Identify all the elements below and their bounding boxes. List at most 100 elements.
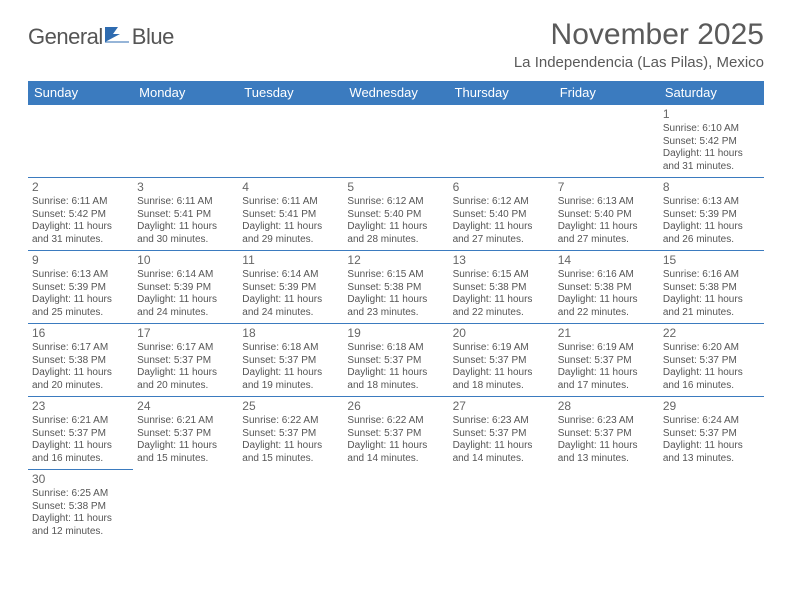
sunrise-line: Sunrise: 6:14 AM: [137, 269, 234, 282]
day-number: 4: [242, 180, 339, 195]
day-number: 29: [663, 399, 760, 414]
sunrise-line: Sunrise: 6:13 AM: [663, 196, 760, 209]
calendar-cell: 25Sunrise: 6:22 AMSunset: 5:37 PMDayligh…: [238, 397, 343, 470]
calendar-cell: 29Sunrise: 6:24 AMSunset: 5:37 PMDayligh…: [659, 397, 764, 470]
daylight-line: Daylight: 11 hours and 22 minutes.: [453, 294, 550, 319]
day-number: 15: [663, 253, 760, 268]
day-number: 25: [242, 399, 339, 414]
weekday-header: Friday: [554, 81, 659, 105]
day-number: 18: [242, 326, 339, 341]
daylight-line: Daylight: 11 hours and 13 minutes.: [558, 440, 655, 465]
day-number: 12: [347, 253, 444, 268]
calendar-cell: 1Sunrise: 6:10 AMSunset: 5:42 PMDaylight…: [659, 105, 764, 178]
daylight-line: Daylight: 11 hours and 12 minutes.: [32, 513, 129, 538]
daylight-line: Daylight: 11 hours and 18 minutes.: [453, 367, 550, 392]
logo: General Blue: [28, 24, 174, 50]
header: General Blue November 2025 La Independen…: [28, 18, 764, 71]
month-title: November 2025: [514, 18, 764, 52]
day-number: 13: [453, 253, 550, 268]
daylight-line: Daylight: 11 hours and 31 minutes.: [663, 148, 760, 173]
calendar-cell: 20Sunrise: 6:19 AMSunset: 5:37 PMDayligh…: [449, 324, 554, 397]
calendar-cell: 7Sunrise: 6:13 AMSunset: 5:40 PMDaylight…: [554, 178, 659, 251]
daylight-line: Daylight: 11 hours and 24 minutes.: [242, 294, 339, 319]
day-number: 23: [32, 399, 129, 414]
daylight-line: Daylight: 11 hours and 18 minutes.: [347, 367, 444, 392]
day-number: 3: [137, 180, 234, 195]
sunset-line: Sunset: 5:38 PM: [453, 282, 550, 295]
sunset-line: Sunset: 5:39 PM: [137, 282, 234, 295]
day-number: 17: [137, 326, 234, 341]
weekday-header: Saturday: [659, 81, 764, 105]
calendar-cell: 24Sunrise: 6:21 AMSunset: 5:37 PMDayligh…: [133, 397, 238, 470]
calendar-cell: 23Sunrise: 6:21 AMSunset: 5:37 PMDayligh…: [28, 397, 133, 470]
day-number: 11: [242, 253, 339, 268]
sunrise-line: Sunrise: 6:11 AM: [32, 196, 129, 209]
calendar-cell: 10Sunrise: 6:14 AMSunset: 5:39 PMDayligh…: [133, 251, 238, 324]
daylight-line: Daylight: 11 hours and 19 minutes.: [242, 367, 339, 392]
location: La Independencia (Las Pilas), Mexico: [514, 54, 764, 71]
sunrise-line: Sunrise: 6:23 AM: [558, 415, 655, 428]
calendar-cell: 4Sunrise: 6:11 AMSunset: 5:41 PMDaylight…: [238, 178, 343, 251]
sunset-line: Sunset: 5:38 PM: [347, 282, 444, 295]
calendar-cell: 21Sunrise: 6:19 AMSunset: 5:37 PMDayligh…: [554, 324, 659, 397]
daylight-line: Daylight: 11 hours and 26 minutes.: [663, 221, 760, 246]
calendar-week-row: 30Sunrise: 6:25 AMSunset: 5:38 PMDayligh…: [28, 470, 764, 543]
sunrise-line: Sunrise: 6:16 AM: [663, 269, 760, 282]
sunrise-line: Sunrise: 6:17 AM: [137, 342, 234, 355]
weekday-header-row: Sunday Monday Tuesday Wednesday Thursday…: [28, 81, 764, 105]
day-number: 6: [453, 180, 550, 195]
sunset-line: Sunset: 5:37 PM: [137, 355, 234, 368]
calendar-cell: 9Sunrise: 6:13 AMSunset: 5:39 PMDaylight…: [28, 251, 133, 324]
day-number: 22: [663, 326, 760, 341]
calendar-cell: 15Sunrise: 6:16 AMSunset: 5:38 PMDayligh…: [659, 251, 764, 324]
sunset-line: Sunset: 5:40 PM: [453, 209, 550, 222]
sunset-line: Sunset: 5:37 PM: [663, 355, 760, 368]
calendar-cell: [659, 470, 764, 543]
daylight-line: Daylight: 11 hours and 21 minutes.: [663, 294, 760, 319]
day-number: 7: [558, 180, 655, 195]
sunrise-line: Sunrise: 6:22 AM: [242, 415, 339, 428]
sunset-line: Sunset: 5:37 PM: [242, 428, 339, 441]
calendar-cell: 19Sunrise: 6:18 AMSunset: 5:37 PMDayligh…: [343, 324, 448, 397]
sunset-line: Sunset: 5:38 PM: [663, 282, 760, 295]
sunset-line: Sunset: 5:37 PM: [663, 428, 760, 441]
sunrise-line: Sunrise: 6:23 AM: [453, 415, 550, 428]
sunrise-line: Sunrise: 6:13 AM: [32, 269, 129, 282]
weekday-header: Wednesday: [343, 81, 448, 105]
calendar-cell: [343, 470, 448, 543]
sunrise-line: Sunrise: 6:19 AM: [558, 342, 655, 355]
calendar-cell: 12Sunrise: 6:15 AMSunset: 5:38 PMDayligh…: [343, 251, 448, 324]
calendar-cell: [449, 470, 554, 543]
weekday-header: Thursday: [449, 81, 554, 105]
daylight-line: Daylight: 11 hours and 14 minutes.: [453, 440, 550, 465]
sunrise-line: Sunrise: 6:15 AM: [453, 269, 550, 282]
daylight-line: Daylight: 11 hours and 20 minutes.: [137, 367, 234, 392]
sunset-line: Sunset: 5:37 PM: [347, 355, 444, 368]
calendar-cell: 26Sunrise: 6:22 AMSunset: 5:37 PMDayligh…: [343, 397, 448, 470]
day-number: 30: [32, 472, 129, 487]
calendar-cell: [238, 105, 343, 178]
sunrise-line: Sunrise: 6:25 AM: [32, 488, 129, 501]
sunrise-line: Sunrise: 6:18 AM: [347, 342, 444, 355]
daylight-line: Daylight: 11 hours and 27 minutes.: [558, 221, 655, 246]
weekday-header: Sunday: [28, 81, 133, 105]
day-number: 2: [32, 180, 129, 195]
daylight-line: Daylight: 11 hours and 14 minutes.: [347, 440, 444, 465]
daylight-line: Daylight: 11 hours and 27 minutes.: [453, 221, 550, 246]
sunset-line: Sunset: 5:37 PM: [558, 428, 655, 441]
sunrise-line: Sunrise: 6:19 AM: [453, 342, 550, 355]
calendar-week-row: 16Sunrise: 6:17 AMSunset: 5:38 PMDayligh…: [28, 324, 764, 397]
sunset-line: Sunset: 5:38 PM: [32, 355, 129, 368]
sunrise-line: Sunrise: 6:15 AM: [347, 269, 444, 282]
daylight-line: Daylight: 11 hours and 17 minutes.: [558, 367, 655, 392]
calendar-cell: 11Sunrise: 6:14 AMSunset: 5:39 PMDayligh…: [238, 251, 343, 324]
calendar-table: Sunday Monday Tuesday Wednesday Thursday…: [28, 81, 764, 542]
calendar-week-row: 23Sunrise: 6:21 AMSunset: 5:37 PMDayligh…: [28, 397, 764, 470]
sunrise-line: Sunrise: 6:17 AM: [32, 342, 129, 355]
calendar-cell: [554, 470, 659, 543]
sunset-line: Sunset: 5:42 PM: [663, 136, 760, 149]
title-block: November 2025 La Independencia (Las Pila…: [514, 18, 764, 71]
daylight-line: Daylight: 11 hours and 25 minutes.: [32, 294, 129, 319]
weekday-header: Monday: [133, 81, 238, 105]
logo-text-general: General: [28, 24, 103, 50]
